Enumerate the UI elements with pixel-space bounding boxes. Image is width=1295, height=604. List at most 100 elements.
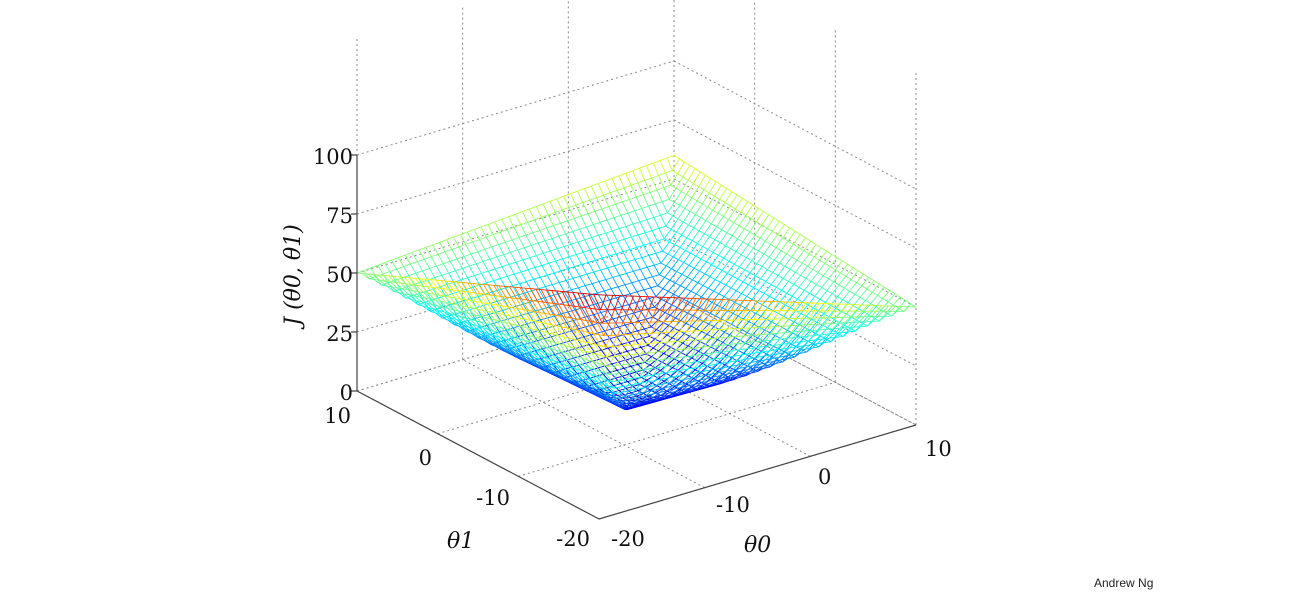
surface-mesh-segment xyxy=(579,276,586,286)
surface-mesh-segment xyxy=(547,302,556,316)
surface-mesh-segment xyxy=(772,332,779,341)
surface-mesh-segment xyxy=(590,334,597,343)
surface-mesh-segment xyxy=(744,335,751,344)
surface-mesh-segment xyxy=(598,279,606,283)
surface-mesh-segment xyxy=(567,266,575,270)
surface-mesh-segment xyxy=(468,291,477,302)
surface-mesh-segment xyxy=(696,200,703,205)
surface-mesh-segment xyxy=(575,348,581,351)
surface-mesh-segment xyxy=(718,293,725,297)
z-tick-label: 50 xyxy=(326,263,353,287)
surface-mesh-segment xyxy=(863,310,870,318)
surface-mesh-segment xyxy=(578,340,587,352)
surface-mesh-segment xyxy=(664,382,671,389)
surface-mesh-segment xyxy=(859,297,866,301)
surface-mesh-segment xyxy=(636,289,645,293)
surface-mesh-segment xyxy=(590,185,598,198)
surface-mesh-segment xyxy=(816,275,824,285)
surface-mesh-segment xyxy=(541,265,548,276)
surface-mesh-segment xyxy=(837,287,845,297)
surface-mesh-segment xyxy=(614,386,621,394)
surface-mesh-segment xyxy=(578,364,585,373)
surface-mesh-segment xyxy=(837,316,844,324)
surface-mesh-segment xyxy=(803,250,810,255)
surface-mesh-segment xyxy=(503,333,509,337)
surface-mesh-segment xyxy=(616,391,623,399)
surface-mesh-segment xyxy=(564,364,571,368)
surface-mesh-segment xyxy=(428,307,436,314)
surface-mesh-segment xyxy=(639,165,647,169)
surface-mesh-segment xyxy=(593,293,600,296)
surface-mesh-segment xyxy=(800,234,806,239)
surface-mesh-segment xyxy=(441,280,447,282)
surface-mesh-segment xyxy=(691,197,698,202)
surface-mesh-segment xyxy=(542,301,549,304)
surface-mesh-segment xyxy=(731,343,739,345)
surface-mesh-segment xyxy=(631,370,639,372)
surface-mesh-segment xyxy=(723,361,730,368)
surface-mesh-segment xyxy=(522,208,530,213)
surface-mesh-segment xyxy=(884,311,891,317)
surface-mesh-segment xyxy=(513,224,521,228)
surface-mesh-segment xyxy=(529,255,537,259)
surface-mesh-segment xyxy=(574,368,583,377)
surface-mesh-segment xyxy=(700,171,706,176)
surface-mesh-segment xyxy=(720,281,726,286)
surface-mesh-segment xyxy=(585,351,594,362)
surface-mesh-segment xyxy=(783,307,791,317)
surface-mesh-segment xyxy=(468,265,475,276)
surface-mesh-segment xyxy=(545,346,552,350)
surface-mesh-segment xyxy=(669,231,677,242)
surface-mesh-segment xyxy=(564,345,573,356)
surface-mesh-segment xyxy=(670,184,677,189)
surface-mesh-segment xyxy=(436,263,444,267)
surface-mesh-segment xyxy=(608,255,615,267)
surface-mesh-segment xyxy=(687,362,694,370)
surface-mesh-segment xyxy=(661,324,669,333)
surface-mesh-segment xyxy=(464,317,471,320)
surface-mesh-segment xyxy=(537,301,545,314)
surface-mesh-segment xyxy=(674,191,682,203)
surface-mesh-segment xyxy=(806,347,813,353)
surface-mesh-segment xyxy=(559,324,566,334)
surface-mesh-segment xyxy=(510,249,518,253)
surface-mesh-segment xyxy=(446,284,453,294)
surface-mesh-segment xyxy=(496,304,503,307)
surface-mesh-segment xyxy=(622,390,630,393)
surface-mesh-segment xyxy=(505,296,512,299)
surface-mesh-segment xyxy=(665,321,672,333)
surface-mesh-segment xyxy=(609,192,617,205)
surface-mesh-segment xyxy=(625,398,633,401)
surface-mesh-segment xyxy=(739,363,745,369)
surface-mesh-segment xyxy=(654,378,662,381)
surface-mesh-segment xyxy=(609,336,617,340)
surface-mesh-segment xyxy=(839,322,846,329)
surface-mesh-segment xyxy=(694,330,701,341)
surface-mesh-segment xyxy=(767,259,775,270)
surface-mesh-segment xyxy=(746,310,753,320)
surface-mesh-segment xyxy=(730,248,737,252)
surface-mesh-segment xyxy=(497,332,506,340)
surface-mesh-segment xyxy=(542,301,551,315)
surface-mesh-segment xyxy=(627,381,634,387)
surface-mesh-segment xyxy=(745,215,752,219)
surface-mesh-segment xyxy=(482,309,489,312)
surface-mesh-segment xyxy=(563,336,571,348)
surface-mesh-segment xyxy=(698,186,705,191)
surface-mesh-segment xyxy=(382,275,391,283)
surface-mesh-segment xyxy=(770,326,777,335)
surface-mesh-segment xyxy=(736,359,744,362)
surface-mesh-segment xyxy=(372,274,380,281)
surface-mesh-segment xyxy=(615,253,622,264)
surface-mesh-segment xyxy=(768,344,775,352)
surface-mesh-segment xyxy=(594,208,602,212)
surface-mesh-segment xyxy=(737,278,744,283)
surface-mesh-segment xyxy=(421,285,428,288)
surface-mesh-segment xyxy=(548,211,556,216)
surface-mesh-segment xyxy=(573,320,579,330)
surface-mesh-segment xyxy=(398,292,406,299)
surface-mesh-segment xyxy=(792,352,800,356)
surface-mesh-segment xyxy=(633,310,641,314)
surface-mesh-segment xyxy=(633,271,640,281)
surface-mesh-segment xyxy=(452,309,461,317)
